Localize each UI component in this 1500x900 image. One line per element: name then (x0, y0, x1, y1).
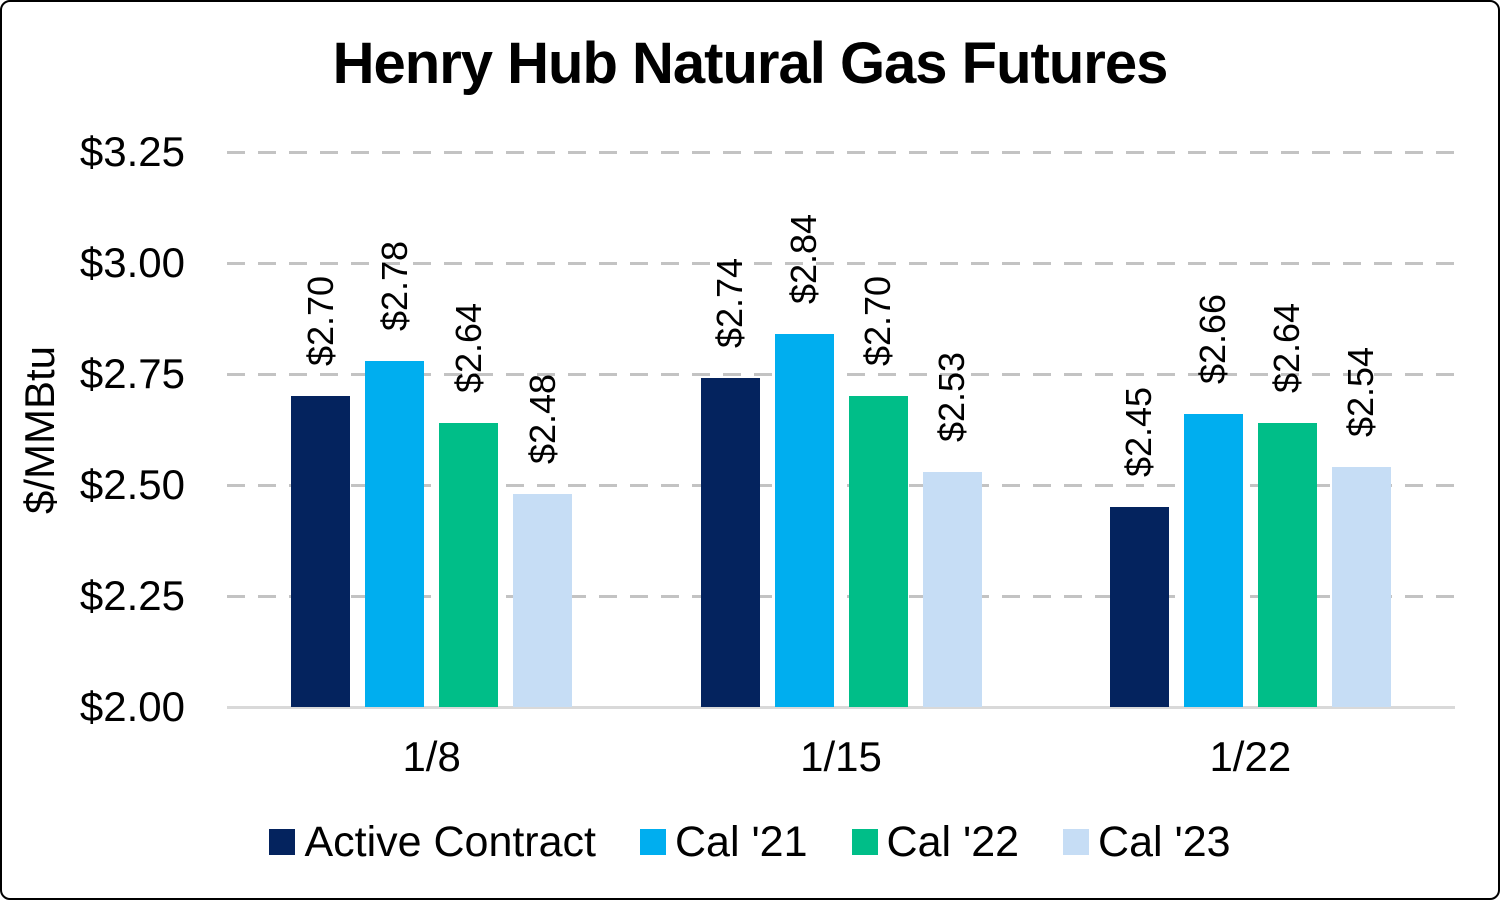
legend-label: Active Contract (304, 817, 596, 866)
y-tick-label: $3.00 (79, 239, 185, 286)
bar-value-label: $2.84 (783, 213, 824, 305)
bar-cal-23-1-22 (1331, 467, 1391, 707)
legend-swatch-icon (640, 829, 666, 855)
bar-value-label: $2.64 (447, 302, 489, 393)
gridline (227, 595, 1455, 598)
gridline (227, 373, 1455, 376)
gridline (227, 484, 1455, 487)
bar-value-label: $2.53 (931, 351, 972, 442)
bar-value-label: $2.66 (1192, 293, 1234, 384)
bar-cal-21-1-8 (365, 360, 425, 707)
gridline (227, 151, 1455, 154)
legend-item: Cal '22 (851, 817, 1020, 867)
legend-item: Cal '23 (1063, 818, 1231, 867)
legend-swatch-icon (1063, 829, 1090, 855)
bar-cal-22-1-8 (439, 422, 499, 707)
legend-label: Cal '21 (675, 817, 808, 866)
bar-cal-21-1-15 (774, 334, 834, 707)
bar-cal-22-1-15 (848, 396, 908, 707)
bar-value-label: $2.70 (857, 276, 898, 367)
y-tick-label: $2.50 (79, 461, 185, 508)
y-tick-label: $2.00 (79, 683, 185, 730)
bar-cal-23-1-8 (513, 493, 573, 707)
bar-value-label: $2.70 (299, 276, 341, 367)
x-tick-label: 1/22 (1209, 733, 1292, 780)
chart-title: Henry Hub Natural Gas Futures (332, 31, 1169, 96)
y-tick-label: $2.75 (79, 350, 185, 397)
y-tick-label: $2.25 (79, 572, 185, 619)
bar-cal-21-1-22 (1183, 413, 1243, 707)
x-tick-label: 1/15 (800, 733, 882, 780)
bar-value-label: $2.45 (1118, 387, 1160, 478)
bar-active-contract-1-15 (700, 378, 760, 707)
bar-value-label: $2.54 (1340, 347, 1382, 438)
x-axis-line (227, 706, 1455, 709)
legend-item: Cal '21 (640, 818, 808, 867)
bar-value-label: $2.78 (373, 240, 415, 331)
legend: Active Contract Cal '21 Cal '22 Cal '23 (2, 810, 1498, 874)
bar-value-label: $2.74 (709, 258, 750, 349)
bar-value-label: $2.48 (521, 373, 563, 464)
legend-item: Active Contract (269, 818, 596, 867)
bar-active-contract-1-22 (1109, 507, 1169, 707)
bar-cal-23-1-15 (922, 471, 982, 707)
legend-swatch-icon (269, 829, 296, 855)
gridline (227, 262, 1455, 265)
bar-active-contract-1-8 (291, 396, 351, 707)
bar-value-label: $2.64 (1266, 302, 1308, 393)
legend-swatch-icon (851, 829, 878, 855)
x-tick-label: 1/8 (402, 733, 461, 780)
bar-cal-22-1-22 (1257, 422, 1317, 707)
y-tick-label: $3.25 (79, 128, 185, 175)
legend-label: Cal '22 (886, 817, 1020, 866)
legend-label: Cal '23 (1098, 817, 1231, 866)
